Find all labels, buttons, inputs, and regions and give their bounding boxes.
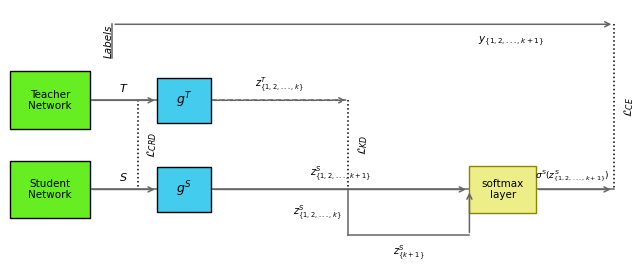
Text: softmax
layer: softmax layer [482,179,524,200]
Text: $\mathcal{L}_{CE}$: $\mathcal{L}_{CE}$ [622,97,636,117]
Text: $z^S_{\{1,2,...,k\}}$: $z^S_{\{1,2,...,k\}}$ [293,203,342,222]
Text: $\mathcal{L}_{CRD}$: $\mathcal{L}_{CRD}$ [145,132,159,158]
Text: $y_{\{1,2,...,k+1\}}$: $y_{\{1,2,...,k+1\}}$ [478,34,544,48]
Text: $T$: $T$ [118,82,128,94]
Text: $z^T_{\{1,2,...,k\}}$: $z^T_{\{1,2,...,k\}}$ [255,75,304,94]
Text: $g^T$: $g^T$ [176,91,192,110]
Text: $g^S$: $g^S$ [176,180,192,199]
FancyBboxPatch shape [10,72,90,129]
Text: $\sigma^S(z^S_{\{1,2,...,k+1\}})$: $\sigma^S(z^S_{\{1,2,...,k+1\}})$ [535,168,609,183]
Text: $S$: $S$ [119,171,128,183]
Text: Student
Network: Student Network [28,179,72,200]
FancyBboxPatch shape [469,166,536,213]
Text: $z^S_{\{1,2,...,k+1\}}$: $z^S_{\{1,2,...,k+1\}}$ [310,164,371,183]
Text: Labels: Labels [104,25,114,58]
FancyBboxPatch shape [157,167,211,212]
Text: $\mathcal{L}_{KD}$: $\mathcal{L}_{KD}$ [356,135,370,155]
Text: $z^S_{\{k+1\}}$: $z^S_{\{k+1\}}$ [393,243,425,262]
Text: Teacher
Network: Teacher Network [28,89,72,111]
FancyBboxPatch shape [10,160,90,218]
FancyBboxPatch shape [157,78,211,123]
